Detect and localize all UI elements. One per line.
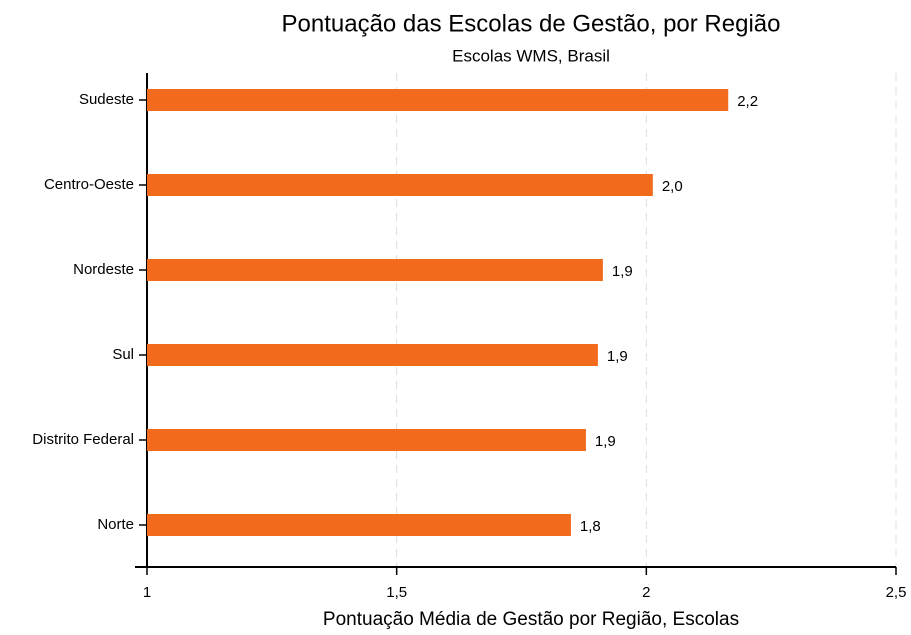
value-label: 1,9 [607,348,628,365]
y-tick-label: Distrito Federal [32,431,134,448]
y-tick-label: Nordeste [73,261,134,278]
y-tick-label: Sul [112,346,134,363]
x-tick-label: 1,5 [386,584,407,601]
bar [147,514,571,536]
bar [147,174,653,196]
x-tick-label: 1 [143,584,151,601]
bar [147,89,729,111]
value-label: 1,9 [612,263,633,280]
y-tick-label: Norte [97,516,134,533]
value-label: 1,9 [595,433,616,450]
value-label: 2,0 [662,178,683,195]
chart-title: Pontuação das Escolas de Gestão, por Reg… [282,10,781,37]
bar [147,259,603,281]
bar [147,429,586,451]
x-axis-label: Pontuação Média de Gestão por Região, Es… [323,609,739,630]
x-tick-label: 2,5 [886,584,907,601]
y-tick-label: Centro-Oeste [44,176,134,193]
y-tick-label: Sudeste [79,91,134,108]
bar [147,344,598,366]
chart-subtitle: Escolas WMS, Brasil [452,46,610,65]
value-label: 1,8 [580,518,601,535]
value-label: 2,2 [737,93,758,110]
x-tick-label: 2 [642,584,650,601]
